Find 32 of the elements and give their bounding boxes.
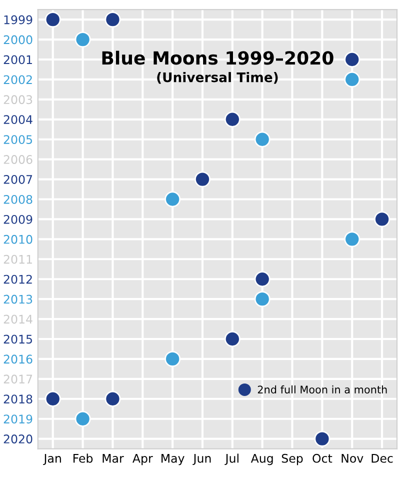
y-tick-label: 2007 — [4, 175, 32, 184]
y-tick-label: 2005 — [4, 135, 32, 144]
x-tick-label: Nov — [342, 454, 364, 463]
y-tick-label: 2015 — [4, 334, 32, 344]
y-tick-label: 2020 — [4, 434, 32, 444]
y-tick-label: 2008 — [4, 194, 32, 204]
x-tick-label: Aug — [250, 454, 273, 466]
x-tick-label: Oct — [312, 454, 332, 463]
y-tick-label: 2018 — [4, 394, 32, 404]
x-tick-label: Feb — [74, 454, 93, 463]
x-tick-label: Jan — [43, 454, 61, 465]
y-tick-label: 2013 — [4, 294, 32, 304]
x-tick-label: Jul — [224, 454, 238, 465]
x-tick-label: Sep — [282, 454, 303, 466]
y-tick-label: 2004 — [4, 115, 32, 124]
y-tick-label: 2009 — [4, 214, 32, 224]
y-tick-label: 2010 — [4, 234, 32, 244]
y-tick-label: 2016 — [4, 354, 32, 364]
y-tick-label: 2000 — [4, 35, 32, 44]
x-tick-label: Jun — [192, 454, 211, 465]
x-tick-label: Apr — [132, 454, 153, 466]
x-tick-label: Dec — [372, 454, 393, 463]
text: (Universal Time) — [157, 72, 278, 84]
y-tick-label: 2001 — [4, 55, 32, 64]
y-tick-label: 1999 — [4, 15, 32, 24]
y-tick-label: 2019 — [4, 414, 32, 424]
y-tick-label: 2002 — [4, 75, 32, 84]
text: Blue Moons 1999–2020 — [102, 50, 334, 65]
y-tick-label: 2012 — [4, 274, 32, 284]
x-tick-label: Mar — [102, 454, 124, 463]
legend-label: 2nd full Moon in a month — [258, 385, 387, 394]
x-tick-label: May — [162, 454, 184, 466]
